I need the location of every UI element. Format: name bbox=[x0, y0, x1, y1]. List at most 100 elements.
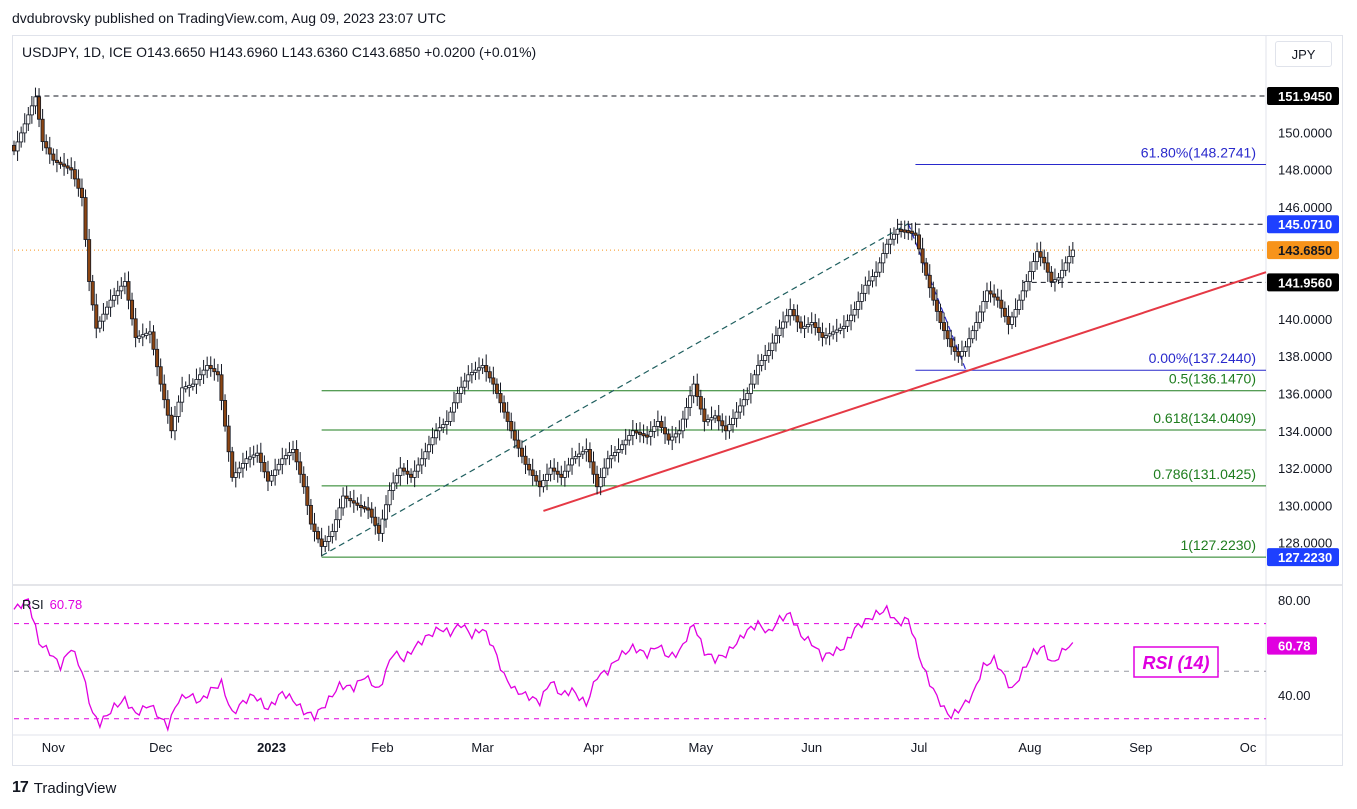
candle bbox=[1006, 315, 1011, 325]
candle bbox=[1060, 269, 1065, 279]
candle bbox=[441, 424, 446, 429]
candle bbox=[1042, 256, 1047, 264]
candle bbox=[133, 318, 138, 338]
candle bbox=[738, 405, 743, 413]
candle bbox=[609, 455, 614, 460]
candle bbox=[330, 531, 335, 537]
candle bbox=[502, 402, 507, 413]
candle bbox=[180, 387, 185, 403]
candle bbox=[824, 335, 829, 339]
candle bbox=[212, 368, 217, 373]
candle bbox=[595, 473, 600, 488]
candle bbox=[516, 439, 521, 449]
candle bbox=[1027, 271, 1032, 282]
candle bbox=[1035, 251, 1040, 263]
candle bbox=[187, 384, 192, 389]
candle bbox=[909, 230, 914, 234]
candle bbox=[348, 497, 353, 502]
candle bbox=[949, 338, 954, 348]
candle bbox=[806, 324, 811, 328]
candle bbox=[230, 451, 235, 478]
rsi-tick-label: 80.00 bbox=[1278, 593, 1311, 608]
fib-retracement-label: 1(127.2230) bbox=[1180, 537, 1256, 553]
candle bbox=[494, 383, 499, 394]
candle bbox=[162, 383, 167, 401]
candle bbox=[416, 464, 421, 472]
candle bbox=[498, 393, 503, 404]
candle bbox=[316, 531, 321, 540]
candle bbox=[358, 504, 363, 509]
fib-retracement-label: 0.786(131.0425) bbox=[1153, 466, 1256, 482]
candle bbox=[773, 335, 778, 344]
candle bbox=[401, 467, 406, 472]
candle bbox=[119, 285, 124, 292]
candle bbox=[781, 321, 786, 329]
x-axis-label: Sep bbox=[1129, 740, 1152, 755]
candle bbox=[802, 325, 807, 329]
publish-info: dvdubrovsky published on TradingView.com… bbox=[12, 10, 447, 26]
footer: 17 TradingView bbox=[12, 779, 116, 797]
candle bbox=[784, 315, 789, 323]
candle bbox=[172, 416, 177, 432]
candle bbox=[308, 504, 313, 525]
price-tag-bg bbox=[1267, 273, 1339, 292]
candle bbox=[756, 365, 761, 376]
candle bbox=[65, 165, 70, 169]
candle bbox=[984, 290, 989, 302]
candle bbox=[11, 144, 16, 152]
candle bbox=[1031, 261, 1036, 272]
candle bbox=[248, 456, 253, 460]
y-tick-label: 130.0000 bbox=[1278, 498, 1332, 513]
y-tick-label: 134.0000 bbox=[1278, 424, 1332, 439]
candle bbox=[612, 452, 617, 457]
candle bbox=[437, 427, 442, 432]
candle bbox=[795, 315, 800, 323]
candle bbox=[584, 449, 589, 453]
candle bbox=[523, 455, 528, 465]
candle bbox=[62, 163, 67, 167]
candle bbox=[19, 132, 24, 143]
candle bbox=[677, 430, 682, 435]
candle bbox=[999, 299, 1004, 309]
candle bbox=[409, 473, 414, 478]
candle bbox=[620, 444, 625, 450]
candle bbox=[709, 417, 714, 421]
x-axis-label: Dec bbox=[149, 740, 173, 755]
candle bbox=[15, 141, 20, 152]
candle bbox=[598, 476, 603, 488]
candle bbox=[301, 473, 306, 488]
candle bbox=[380, 518, 385, 534]
candle bbox=[541, 480, 546, 488]
candle bbox=[852, 309, 857, 316]
candle bbox=[566, 464, 571, 472]
candle bbox=[326, 536, 331, 542]
candle bbox=[391, 482, 396, 491]
candle bbox=[398, 467, 403, 476]
candle bbox=[1052, 279, 1057, 283]
candle bbox=[652, 426, 657, 432]
candle bbox=[959, 351, 964, 357]
candle bbox=[655, 421, 660, 427]
candle bbox=[87, 239, 92, 282]
candle bbox=[895, 228, 900, 235]
candle bbox=[863, 284, 868, 294]
candle bbox=[265, 471, 270, 482]
candle bbox=[866, 280, 871, 286]
candle bbox=[974, 322, 979, 332]
candle bbox=[355, 502, 360, 506]
candle bbox=[544, 473, 549, 481]
candle bbox=[884, 243, 889, 254]
candle bbox=[255, 452, 260, 456]
fib-extension-label: 0.00%(137.2440) bbox=[1149, 350, 1256, 366]
candle bbox=[126, 281, 131, 301]
candle bbox=[147, 331, 152, 335]
rsi-title: RSI 60.78 bbox=[22, 597, 82, 612]
candle bbox=[752, 374, 757, 385]
rsi-label: RSI bbox=[22, 597, 44, 612]
currency-button[interactable]: JPY bbox=[1275, 41, 1332, 67]
candle bbox=[426, 444, 431, 453]
candle bbox=[995, 296, 1000, 301]
candle bbox=[920, 248, 925, 264]
candle bbox=[1017, 299, 1022, 310]
